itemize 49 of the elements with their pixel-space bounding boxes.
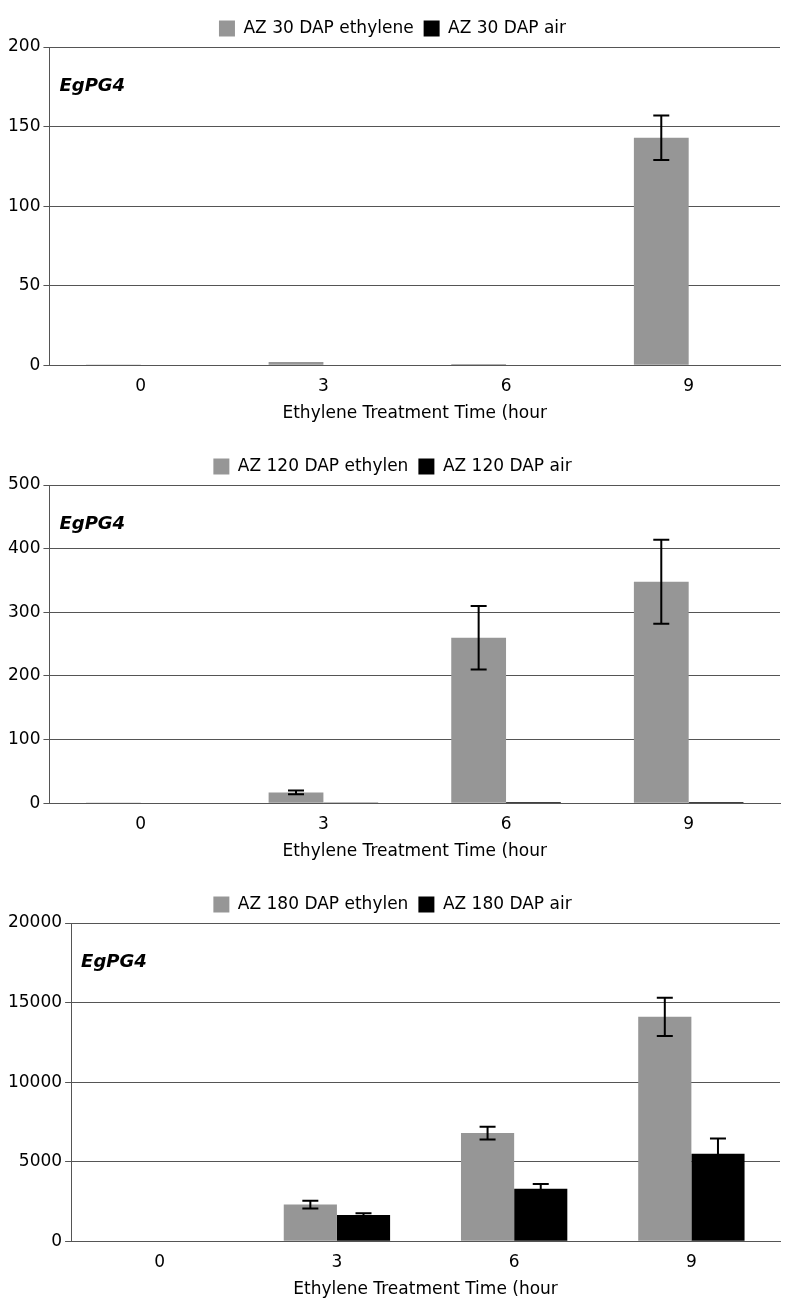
legend-label: AZ 180 DAP ethylen (237, 892, 409, 913)
y-tick-label: 15000 (7, 990, 63, 1011)
x-tick-label: 0 (154, 1250, 166, 1271)
annotation: EgPG4 (81, 949, 147, 971)
y-tick-label: 200 (7, 664, 41, 685)
legend-label: AZ 30 DAP ethylene (243, 16, 414, 37)
y-tick-label: 5000 (18, 1150, 63, 1171)
x-tick-label: 6 (500, 812, 512, 833)
y-tick-label: 150 (7, 114, 41, 135)
bar (268, 362, 324, 365)
y-tick-label: 100 (7, 194, 41, 215)
x-tick-label: 0 (135, 812, 147, 833)
legend-label: AZ 120 DAP air (442, 454, 572, 475)
y-tick-label: 400 (7, 537, 41, 558)
y-tick-label: 10000 (7, 1070, 63, 1091)
x-axis-title: Ethylene Treatment Time (hour (293, 1278, 558, 1299)
annotation: EgPG4 (59, 73, 126, 95)
x-axis-title: Ethylene Treatment Time (hour (282, 402, 548, 423)
legend-label: AZ 30 DAP air (448, 16, 567, 37)
y-tick-label: 500 (7, 473, 41, 494)
bar (268, 792, 324, 803)
bar (633, 581, 689, 803)
y-tick-label: 100 (7, 727, 41, 748)
x-tick-label: 3 (317, 812, 329, 833)
y-tick-label: 0 (29, 353, 41, 374)
bar (336, 1214, 391, 1241)
y-tick-label: 0 (29, 791, 41, 812)
x-tick-label: 9 (685, 1250, 697, 1271)
bar (283, 1204, 337, 1241)
legend-label: AZ 180 DAP air (442, 892, 572, 913)
x-tick-label: 9 (683, 374, 695, 395)
x-tick-label: 9 (683, 812, 695, 833)
y-tick-label: 0 (51, 1229, 63, 1250)
x-tick-label: 3 (317, 374, 329, 395)
x-tick-label: 6 (500, 374, 512, 395)
x-tick-label: 3 (331, 1250, 343, 1271)
y-tick-label: 20000 (7, 911, 63, 932)
y-tick-label: 300 (7, 600, 41, 621)
bar (451, 637, 507, 803)
x-axis-title: Ethylene Treatment Time (hour (282, 840, 548, 861)
x-tick-label: 6 (508, 1250, 520, 1271)
y-tick-label: 50 (18, 274, 41, 295)
x-tick-label: 0 (135, 374, 147, 395)
bar (638, 1016, 692, 1241)
annotation: EgPG4 (59, 511, 126, 533)
bar (460, 1133, 515, 1241)
bar (633, 137, 689, 365)
y-tick-label: 200 (7, 35, 41, 56)
legend-label: AZ 120 DAP ethylen (237, 454, 409, 475)
